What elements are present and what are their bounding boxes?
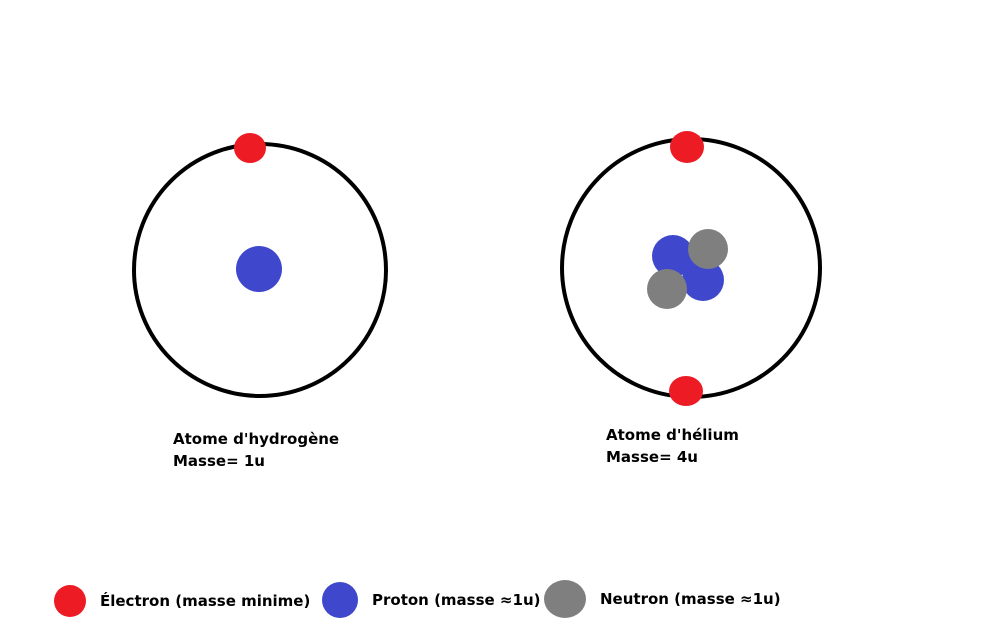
helium-neutron-2 [647, 269, 687, 309]
hydrogen-caption: Atome d'hydrogène Masse= 1u [173, 428, 339, 472]
helium-proton-2 [682, 259, 724, 301]
legend-neutron: Neutron (masse ≈1u) [544, 580, 781, 618]
legend-electron: Électron (masse minime) [54, 584, 310, 618]
helium-name: Atome d'hélium [606, 426, 739, 444]
legend-proton-label: Proton (masse ≈1u) [372, 591, 541, 609]
proton-swatch [322, 582, 358, 618]
helium-atom [560, 131, 822, 406]
hydrogen-proton [236, 246, 282, 292]
hydrogen-electron [234, 133, 266, 163]
hydrogen-mass: Masse= 1u [173, 452, 265, 470]
helium-electron-bottom [669, 376, 703, 406]
neutron-swatch [544, 580, 586, 618]
electron-swatch [54, 585, 86, 617]
hydrogen-name: Atome d'hydrogène [173, 430, 340, 448]
helium-caption: Atome d'hélium Masse= 4u [606, 424, 739, 468]
helium-electron-top [670, 131, 704, 163]
legend-neutron-label: Neutron (masse ≈1u) [600, 590, 781, 608]
helium-neutron-1 [688, 229, 728, 269]
helium-mass: Masse= 4u [606, 448, 698, 466]
helium-proton-1 [652, 235, 694, 277]
legend-proton: Proton (masse ≈1u) [322, 582, 540, 618]
legend-electron-label: Électron (masse minime) [100, 592, 311, 610]
hydrogen-atom [132, 133, 388, 398]
